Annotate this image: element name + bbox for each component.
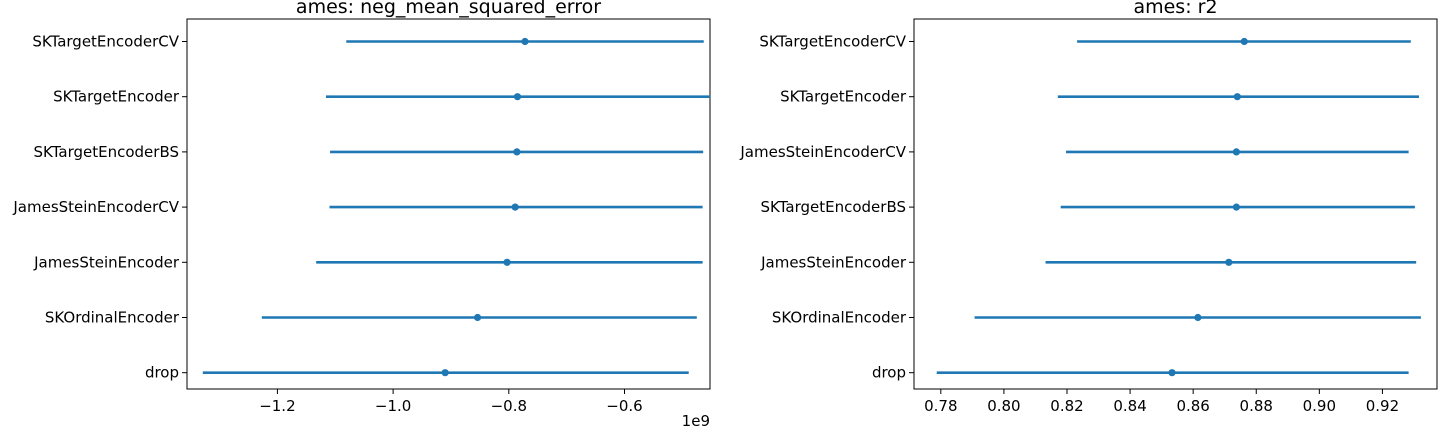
x-tick-label: −0.6 <box>606 397 642 415</box>
x-tick-label: 0.84 <box>1113 397 1146 415</box>
x-tick-label: 0.86 <box>1176 397 1209 415</box>
x-tick-label: 0.80 <box>987 397 1020 415</box>
mean-point <box>1194 313 1202 322</box>
x-tick-label: 0.82 <box>1050 397 1083 415</box>
mean-point <box>1233 93 1241 101</box>
mean-point <box>521 37 529 46</box>
x-tick-label: −0.8 <box>491 397 527 415</box>
y-category-label: drop <box>872 364 906 382</box>
x-axis-offset-label: 1e9 <box>682 412 710 430</box>
mean-point <box>513 148 521 156</box>
mean-point <box>1168 369 1176 377</box>
y-category-label: SKTargetEncoderCV <box>759 33 906 51</box>
y-category-label: SKTargetEncoderBS <box>34 143 179 161</box>
y-category-label: JamesSteinEncoder <box>33 253 180 271</box>
y-category-label: SKTargetEncoder <box>53 88 180 106</box>
mean-point <box>503 258 511 266</box>
y-category-label: SKOrdinalEncoder <box>45 309 180 327</box>
chart-panel-r2: ames: r2 0.78 0.80 0.82 0.84 0.86 0.88 0.90 0.9… <box>739 0 1438 415</box>
y-category-label: SKOrdinalEncoder <box>772 309 907 327</box>
mean-point <box>513 93 522 101</box>
x-tick-label: −1.2 <box>259 397 295 415</box>
mean-point <box>1232 148 1240 156</box>
x-tick-label: −1.0 <box>375 397 411 415</box>
plot-area-frame <box>913 18 1438 390</box>
y-category-label: JamesSteinEncoder <box>760 253 907 271</box>
plot-area-frame <box>186 18 711 390</box>
mean-point <box>1240 37 1248 46</box>
y-category-label: SKTargetEncoderCV <box>32 33 179 51</box>
y-category-label: SKTargetEncoder <box>780 88 907 106</box>
mean-point <box>1225 258 1233 266</box>
mean-point <box>511 203 519 211</box>
y-category-label: drop <box>145 364 179 382</box>
x-tick-label: 0.78 <box>924 397 957 415</box>
chart-panel-mse: ames: neg_mean_squared_error 1e9 −1.2 −1.… <box>12 0 711 430</box>
mean-point <box>1232 203 1240 211</box>
chart-title: ames: neg_mean_squared_error <box>296 0 601 18</box>
x-tick-label: 0.92 <box>1366 397 1399 415</box>
y-category-label: SKTargetEncoderBS <box>761 198 906 216</box>
chart-title: ames: r2 <box>1133 0 1217 18</box>
mean-point <box>473 313 482 322</box>
y-category-label: JamesSteinEncoderCV <box>739 143 906 161</box>
x-tick-label: 0.88 <box>1240 397 1273 415</box>
mean-point <box>441 369 449 377</box>
y-category-label: JamesSteinEncoderCV <box>12 198 179 216</box>
x-tick-label: 0.90 <box>1303 397 1336 415</box>
